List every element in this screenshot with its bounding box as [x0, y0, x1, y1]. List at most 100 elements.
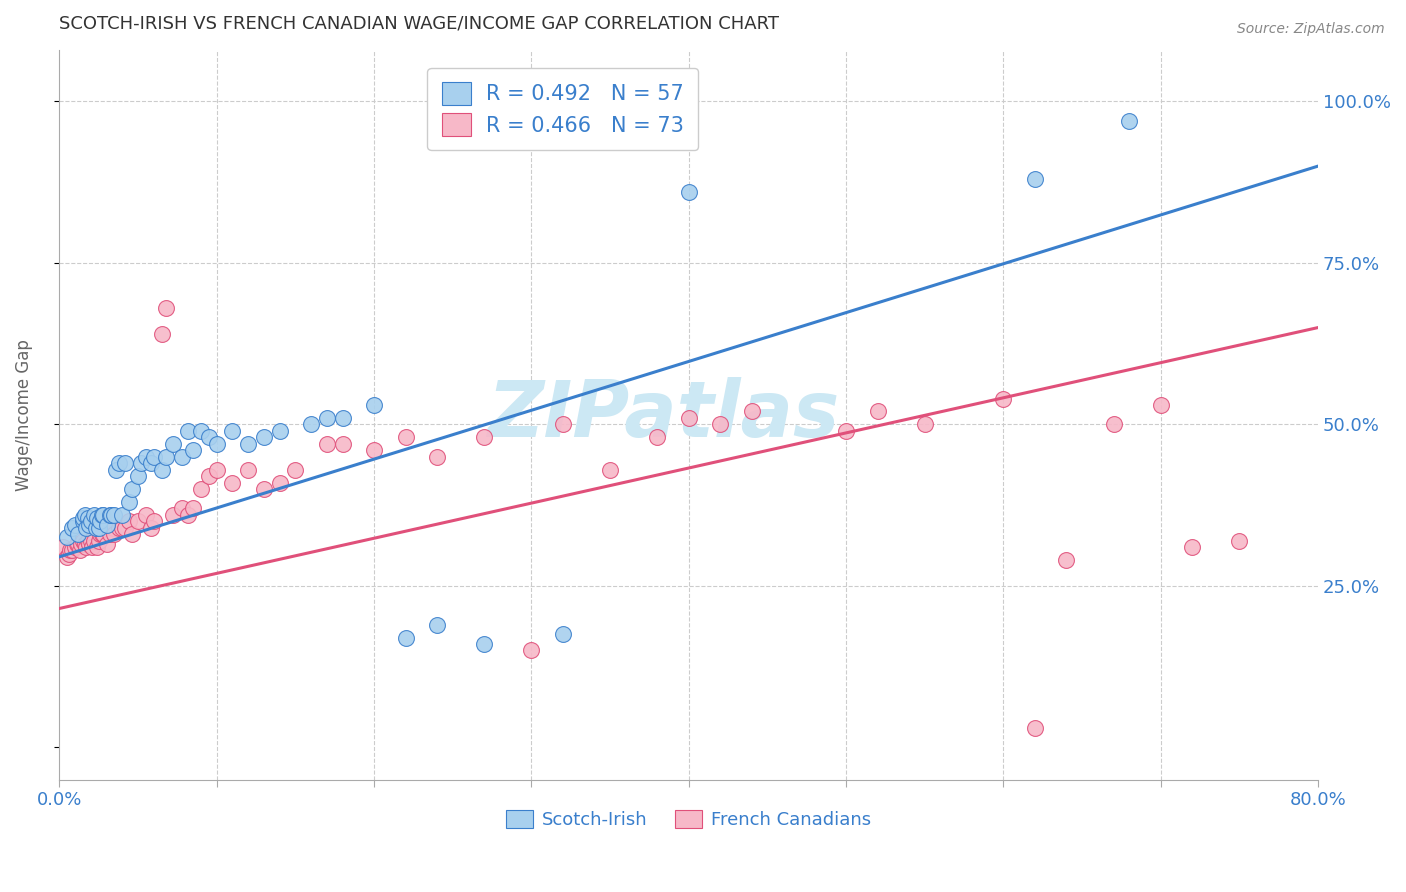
Point: [89, 514, 111, 528]
Point: [551, 417, 574, 432]
Point: [363, 443, 385, 458]
Point: [96, 517, 118, 532]
Point: [914, 417, 936, 432]
Point: [105, 462, 128, 476]
Point: [741, 404, 763, 418]
Point: [426, 450, 449, 464]
Point: [238, 462, 260, 476]
Point: [60, 543, 83, 558]
Point: [101, 521, 124, 535]
Point: [72, 514, 94, 528]
Text: ZIPatlas: ZIPatlas: [488, 376, 839, 453]
Point: [172, 450, 194, 464]
Point: [79, 537, 101, 551]
Point: [205, 462, 228, 476]
Point: [177, 424, 200, 438]
Point: [51, 540, 73, 554]
Point: [93, 508, 115, 522]
Point: [59, 543, 82, 558]
Point: [599, 462, 621, 476]
Point: [117, 495, 139, 509]
Point: [121, 527, 143, 541]
Point: [90, 527, 112, 541]
Point: [155, 301, 177, 315]
Point: [129, 456, 152, 470]
Point: [84, 521, 107, 535]
Point: [86, 511, 108, 525]
Point: [172, 501, 194, 516]
Y-axis label: Wage/Income Gap: Wage/Income Gap: [15, 339, 32, 491]
Point: [1024, 172, 1046, 186]
Point: [332, 411, 354, 425]
Point: [103, 508, 125, 522]
Point: [86, 540, 108, 554]
Point: [58, 547, 80, 561]
Point: [135, 508, 157, 522]
Point: [73, 537, 96, 551]
Point: [394, 631, 416, 645]
Point: [89, 527, 111, 541]
Point: [73, 508, 96, 522]
Point: [127, 514, 149, 528]
Point: [76, 511, 98, 525]
Point: [87, 521, 110, 535]
Point: [56, 549, 79, 564]
Point: [162, 437, 184, 451]
Point: [75, 540, 97, 554]
Point: [1118, 114, 1140, 128]
Point: [253, 430, 276, 444]
Point: [155, 450, 177, 464]
Point: [221, 424, 243, 438]
Point: [190, 482, 212, 496]
Point: [551, 627, 574, 641]
Point: [1150, 398, 1173, 412]
Point: [363, 398, 385, 412]
Point: [139, 456, 162, 470]
Point: [93, 527, 115, 541]
Point: [709, 417, 731, 432]
Point: [80, 533, 103, 548]
Point: [75, 521, 97, 535]
Point: [142, 514, 165, 528]
Point: [70, 537, 93, 551]
Point: [63, 540, 86, 554]
Point: [108, 521, 131, 535]
Point: [253, 482, 276, 496]
Point: [82, 540, 104, 554]
Point: [866, 404, 889, 418]
Point: [472, 637, 495, 651]
Point: [66, 537, 89, 551]
Point: [1054, 553, 1077, 567]
Point: [87, 533, 110, 548]
Point: [238, 437, 260, 451]
Point: [1181, 540, 1204, 554]
Point: [56, 530, 79, 544]
Point: [121, 482, 143, 496]
Point: [72, 533, 94, 548]
Point: [269, 424, 291, 438]
Point: [269, 475, 291, 490]
Point: [111, 521, 134, 535]
Point: [221, 475, 243, 490]
Point: [72, 511, 94, 525]
Text: Source: ZipAtlas.com: Source: ZipAtlas.com: [1237, 22, 1385, 37]
Point: [96, 537, 118, 551]
Point: [205, 437, 228, 451]
Point: [315, 411, 337, 425]
Point: [426, 617, 449, 632]
Point: [190, 424, 212, 438]
Point: [835, 424, 858, 438]
Point: [472, 430, 495, 444]
Point: [127, 469, 149, 483]
Point: [139, 521, 162, 535]
Point: [98, 527, 121, 541]
Text: SCOTCH-IRISH VS FRENCH CANADIAN WAGE/INCOME GAP CORRELATION CHART: SCOTCH-IRISH VS FRENCH CANADIAN WAGE/INC…: [59, 15, 779, 33]
Point: [98, 508, 121, 522]
Point: [67, 537, 90, 551]
Point: [177, 508, 200, 522]
Point: [150, 326, 173, 341]
Point: [76, 533, 98, 548]
Point: [299, 417, 322, 432]
Point: [79, 517, 101, 532]
Point: [150, 462, 173, 476]
